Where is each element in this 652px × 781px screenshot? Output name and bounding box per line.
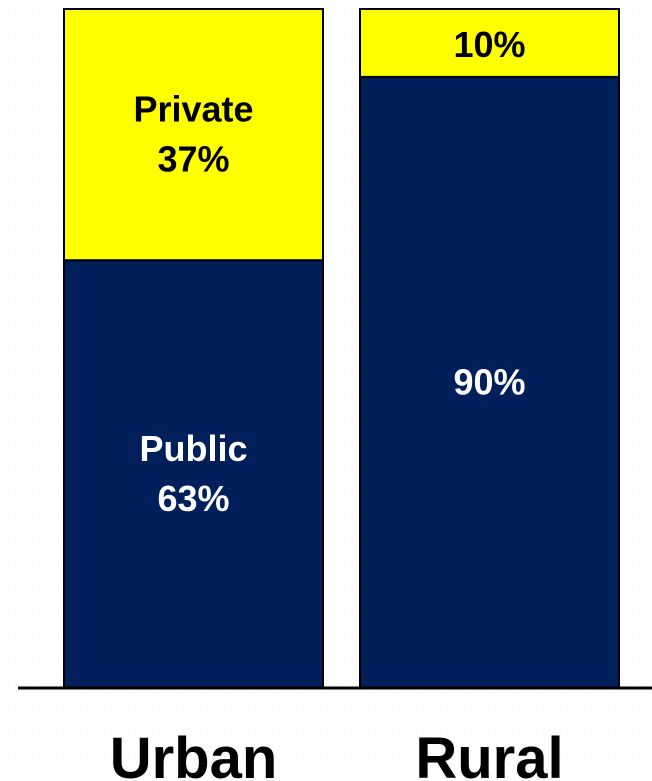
bars-group	[63, 8, 620, 689]
data-label-private-urban-1: 37%	[157, 139, 229, 180]
bar-private-rural	[359, 8, 620, 78]
data-label-private-rural-0: 10%	[453, 24, 525, 65]
category-labels-group: Urban Rural	[110, 726, 564, 781]
data-label-private-urban-0: Private	[133, 89, 253, 130]
data-label-public-urban-0: Public	[139, 428, 247, 469]
data-label-public-urban-1: 63%	[157, 478, 229, 519]
category-label-rural: Rural	[415, 726, 563, 781]
bar-public-urban	[63, 259, 324, 689]
category-label-urban: Urban	[110, 726, 278, 781]
data-label-public-rural-0: 90%	[453, 361, 525, 402]
segment-labels-group: Public 63% Private 37% 90% 10%	[133, 24, 525, 519]
bar-private-urban	[63, 8, 324, 262]
